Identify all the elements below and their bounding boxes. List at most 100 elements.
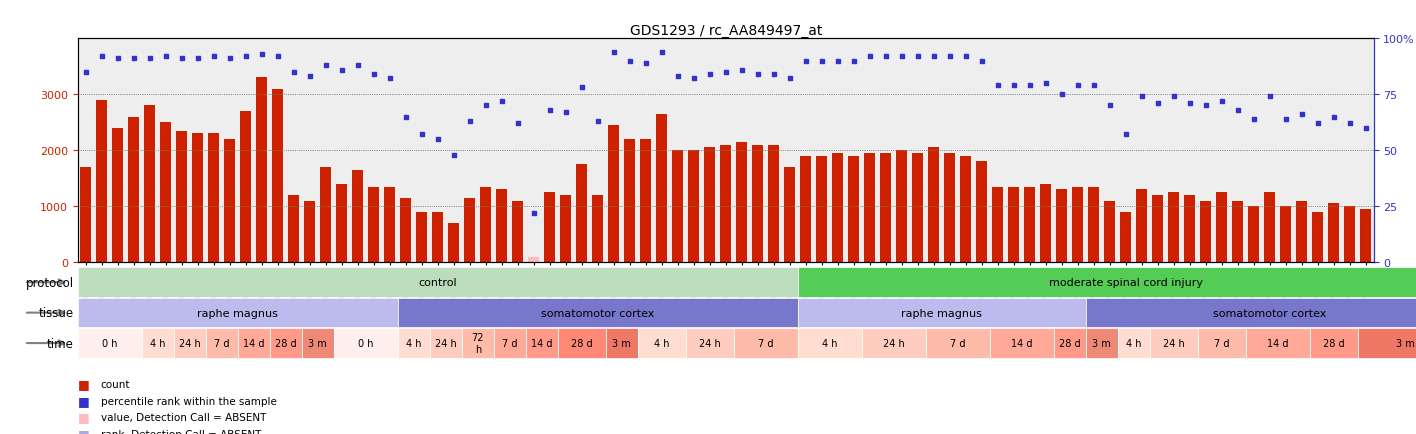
Point	[891, 53, 913, 60]
Bar	[1344, 207, 1355, 263]
Text: somatomotor cortex: somatomotor cortex	[541, 308, 654, 318]
Bar	[1199, 201, 1211, 263]
Bar	[1104, 201, 1116, 263]
Point	[970, 58, 993, 65]
Text: 28 d: 28 d	[1059, 339, 1080, 348]
Point	[939, 53, 961, 60]
Bar	[576, 165, 588, 263]
Bar	[432, 212, 443, 263]
Point	[187, 56, 210, 62]
Point	[683, 76, 705, 83]
Point	[731, 67, 753, 74]
Bar	[1072, 187, 1083, 263]
Bar	[800, 156, 811, 263]
Bar	[1264, 193, 1276, 263]
Text: 24 h: 24 h	[1163, 339, 1184, 348]
Text: 24 h: 24 h	[178, 339, 201, 348]
Point	[794, 58, 817, 65]
Point	[490, 98, 513, 105]
Bar	[208, 134, 219, 263]
Point	[378, 76, 401, 83]
Bar	[927, 148, 939, 263]
Bar	[976, 162, 987, 263]
Point	[1338, 121, 1361, 128]
Point	[170, 56, 193, 62]
Point	[906, 53, 929, 60]
Point	[1274, 116, 1297, 123]
Text: raphe magnus: raphe magnus	[901, 308, 983, 318]
Text: 7 d: 7 d	[950, 339, 966, 348]
Text: 14 d: 14 d	[1267, 339, 1289, 348]
Point	[1211, 98, 1233, 105]
Bar	[96, 101, 108, 263]
Bar	[1313, 212, 1323, 263]
Bar	[912, 154, 923, 263]
Point	[715, 69, 738, 76]
Bar	[607, 126, 619, 263]
Bar	[320, 168, 331, 263]
Bar	[81, 168, 92, 263]
Point	[858, 53, 881, 60]
Bar	[960, 156, 971, 263]
Text: 4 h: 4 h	[821, 339, 837, 348]
Bar	[1359, 210, 1371, 263]
Bar	[1056, 190, 1068, 263]
Point	[1147, 100, 1170, 107]
Point	[1066, 82, 1089, 89]
Point	[202, 53, 225, 60]
Bar	[1328, 204, 1340, 263]
Text: 14 d: 14 d	[1011, 339, 1032, 348]
Text: 7 d: 7 d	[758, 339, 773, 348]
Point	[106, 56, 129, 62]
Point	[779, 76, 801, 83]
Point	[347, 62, 370, 69]
Point	[987, 82, 1010, 89]
Text: 24 h: 24 h	[435, 339, 456, 348]
Text: ■: ■	[78, 427, 89, 434]
Point	[314, 62, 337, 69]
Bar	[752, 145, 763, 263]
Text: ■: ■	[78, 394, 89, 407]
Bar	[544, 193, 555, 263]
Point	[843, 58, 865, 65]
Text: rank, Detection Call = ABSENT: rank, Detection Call = ABSENT	[101, 429, 261, 434]
Text: 24 h: 24 h	[700, 339, 721, 348]
Bar	[144, 106, 156, 263]
Text: 3 m: 3 m	[612, 339, 632, 348]
Text: count: count	[101, 379, 130, 389]
Bar	[1153, 195, 1163, 263]
Bar	[416, 212, 428, 263]
Point	[634, 60, 657, 67]
Bar	[464, 198, 476, 263]
Point	[538, 107, 561, 114]
Bar	[784, 168, 796, 263]
Point	[251, 51, 273, 58]
Point	[75, 69, 98, 76]
Point	[1242, 116, 1264, 123]
Bar	[272, 89, 283, 263]
Text: 28 d: 28 d	[571, 339, 592, 348]
Point	[235, 53, 258, 60]
Bar	[513, 201, 524, 263]
Point	[283, 69, 306, 76]
Point	[619, 58, 641, 65]
Bar	[528, 257, 539, 263]
Point	[1226, 107, 1249, 114]
Bar	[1008, 187, 1020, 263]
Bar	[1024, 187, 1035, 263]
Bar	[1120, 212, 1131, 263]
Bar	[289, 195, 299, 263]
Bar	[256, 78, 268, 263]
Point	[1290, 112, 1313, 118]
Text: 72
h: 72 h	[472, 332, 484, 354]
Text: 28 d: 28 d	[1323, 339, 1344, 348]
Point	[1114, 132, 1137, 138]
Point	[411, 132, 433, 138]
Point	[810, 58, 833, 65]
Text: percentile rank within the sample: percentile rank within the sample	[101, 396, 276, 405]
Text: moderate spinal cord injury: moderate spinal cord injury	[1049, 278, 1202, 287]
Text: 4 h: 4 h	[406, 339, 422, 348]
Text: 0 h: 0 h	[102, 339, 118, 348]
Text: value, Detection Call = ABSENT: value, Detection Call = ABSENT	[101, 412, 266, 422]
Point	[139, 56, 161, 62]
